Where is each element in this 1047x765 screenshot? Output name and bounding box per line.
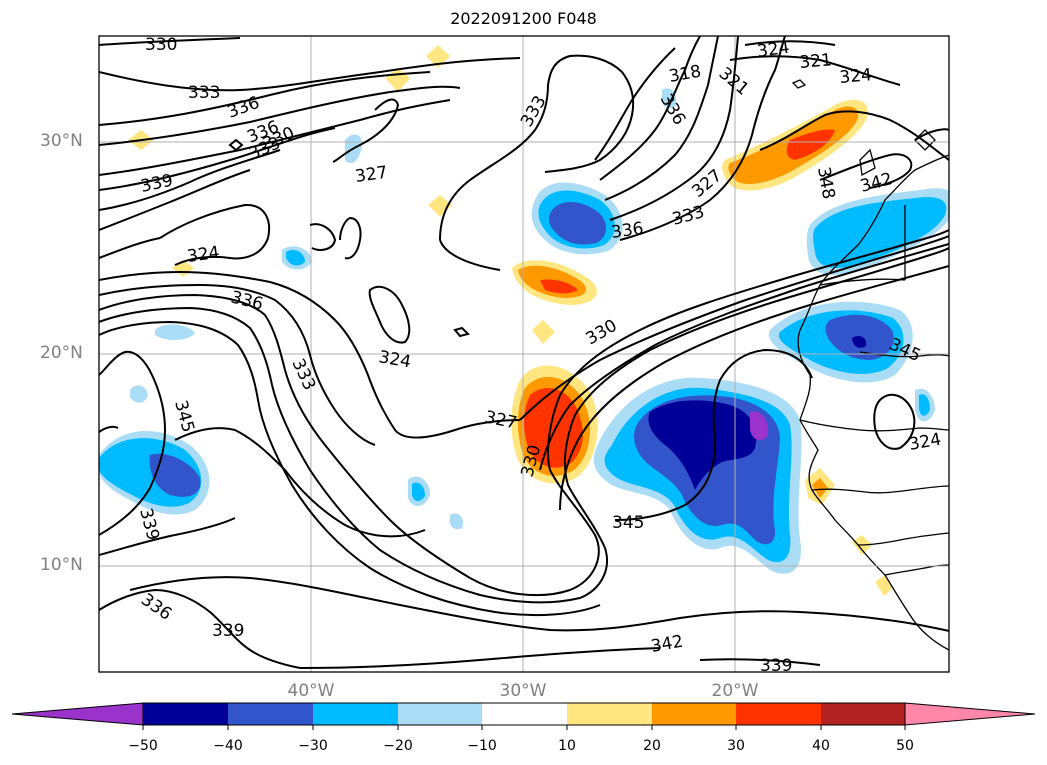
colorbar-segment [567,703,652,725]
colorbar-tick-label: 10 [558,738,576,754]
colorbar-tick-label: −40 [213,738,243,754]
colorbar-segment [482,703,567,725]
contour-label: 324 [839,65,873,88]
colorbar-segment [736,703,821,725]
lon-label-20w: 20°W [711,681,759,701]
colorbar-segment [228,703,313,725]
shaded-anomalies [99,45,949,596]
contour-label: 345 [612,513,644,533]
colorbar-under-arrow [11,702,144,726]
contour-label: 336 [610,219,645,243]
colorbar-tick-label: −20 [383,738,413,754]
contour-label: 339 [212,621,244,641]
colorbar-tick-label: −10 [467,738,497,754]
map-frame [98,35,950,673]
contours [99,36,949,669]
lat-label-30n: 30°N [40,131,83,151]
colorbar-segment [398,703,482,725]
colorbar-tick-label: −30 [298,738,328,754]
lon-label-40w: 40°W [287,681,335,701]
colorbar-tick-label: 20 [643,738,661,754]
contour-label: 321 [799,50,833,73]
contour-label: 324 [186,243,221,267]
gridlines [99,36,949,672]
contour-label: 327 [354,163,389,187]
colorbar-segment [313,703,398,725]
colorbar-tick-label: 40 [812,738,830,754]
colorbar-tick-label: 30 [727,738,745,754]
map-plot-area: 330 333 336 336 333 330 339 327 324 336 … [99,35,949,676]
colorbar-tick-label: −50 [128,738,158,754]
map-title: 2022091200 F048 [450,9,597,28]
lat-label-10n: 10°N [40,555,83,575]
colorbar-segment [143,703,228,725]
contour-label: 339 [760,656,792,676]
colorbar-tick-label: 50 [896,738,914,754]
colorbar-over-arrow [904,702,1036,726]
lat-label-20n: 20°N [40,343,83,363]
colorbar [11,702,1036,730]
contour-label: 333 [188,83,220,103]
colorbar-segment [652,703,736,725]
colorbar-segment [821,703,905,725]
contour-label: 324 [756,38,791,62]
contour-label: 330 [145,35,177,55]
lon-label-30w: 30°W [499,681,547,701]
